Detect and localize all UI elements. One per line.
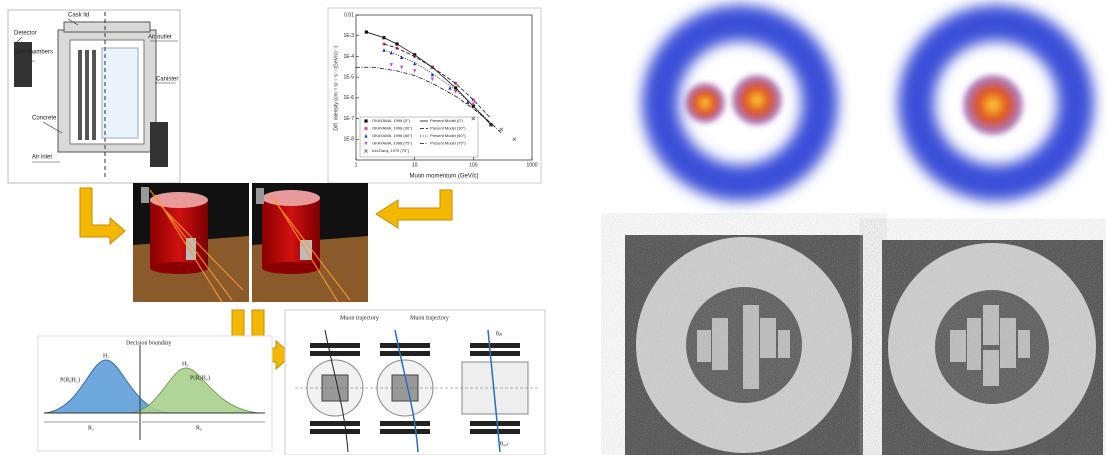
y-tick-label: 1E-6 (343, 95, 354, 101)
legend-swatch (364, 119, 367, 122)
likelihood-label: P(Rᵢ|H₀) (190, 374, 210, 381)
trajectory-label: Muon trajectory (410, 315, 449, 321)
cask-label: Air outlet (148, 35, 172, 41)
legend-label: OKAYAMA, 1998 (75°) (372, 141, 413, 146)
legend-label: OKAYAMA, 1998 (60°) (372, 133, 413, 138)
region-label: R₀ (196, 425, 202, 431)
legend-label: OKAYAMA, 1998 (30°) (372, 126, 413, 131)
boundary-label: Decision boundary (126, 340, 172, 346)
y-tick-label: 1E-8 (343, 137, 354, 143)
y-tick-label: 1E-7 (343, 116, 354, 122)
region-label: R₁ (88, 425, 94, 431)
reconstruction-blur-2 (916, 23, 1076, 183)
legend-label: Present Model (0°) (430, 118, 464, 123)
figure: Cask lid Detector Drift chambers Air out… (0, 0, 1106, 455)
cask-label: Air inlet (32, 155, 52, 161)
x-tick-label: 1000 (526, 162, 537, 168)
cask-label: Detector (14, 31, 37, 37)
render-1 (133, 183, 249, 302)
reconstruction-noise-2 (882, 240, 1103, 455)
theta-label: θₒᵤₜ (500, 441, 509, 447)
y-tick-label: 0.01 (344, 12, 354, 18)
page: Cask lid Detector Drift chambers Air out… (0, 0, 1106, 455)
decision-panel: Decision boundary H₁ H₀ P(Rᵢ|H₁) P(Rᵢ|H₀… (38, 336, 272, 451)
legend-swatch (364, 127, 367, 130)
x-axis-label: Muon momentum (GeV/c) (409, 174, 478, 180)
cask-label: Drift chambers (14, 50, 53, 56)
theta-label: θᵢₙ (496, 331, 503, 337)
x-tick-label: 1 (355, 162, 358, 168)
legend-label: Kel-Dany, 1979 (75°) (372, 148, 410, 153)
likelihood-label: P(Rᵢ|H₁) (60, 376, 80, 383)
reconstruction-noise-1 (625, 235, 863, 455)
legend-label: OKAYAMA, 1998 (0°) (372, 118, 411, 123)
hypothesis-label: H₁ (103, 353, 109, 359)
legend-label: Present Model (30°) (430, 126, 466, 131)
y-tick-label: 1E-3 (343, 33, 354, 39)
x-tick-label: 100 (469, 162, 478, 168)
cask-label: Canister (156, 77, 178, 83)
cask-label: Concrete (32, 116, 57, 122)
trajectory-label: Muon trajectory (340, 315, 379, 321)
legend-label: Present Model (60°) (430, 133, 466, 138)
cask-panel: Cask lid Detector Drift chambers Air out… (8, 10, 180, 183)
y-tick-label: 1E-4 (343, 54, 354, 60)
cask-label: Cask lid (68, 13, 89, 19)
reconstruction-blur-1 (660, 23, 820, 183)
hypothesis-label: H₀ (182, 361, 188, 367)
legend-label: Present Model (75°) (430, 141, 466, 146)
render-2 (252, 183, 368, 302)
x-tick-label: 10 (412, 162, 418, 168)
y-tick-label: 1E-5 (343, 74, 354, 80)
trajectory-panel: Muon trajectory Muon trajectory θᵢₙ θₒᵤₜ (285, 310, 545, 455)
y-axis-label: Diff. intensity (cm⁻² sr⁻¹ s⁻¹ (GeV/c)⁻¹… (333, 45, 339, 131)
